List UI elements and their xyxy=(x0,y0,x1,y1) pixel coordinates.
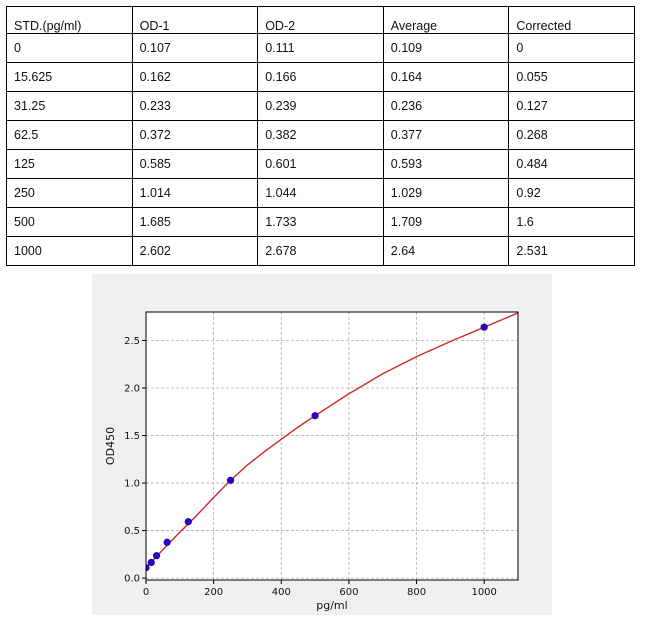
x-axis-label: pg/ml xyxy=(316,599,347,612)
table-cell: 0.233 xyxy=(131,91,259,121)
table-cell: 0.107 xyxy=(131,33,259,63)
table-cell: 31.25 xyxy=(6,91,133,121)
x-tick-label: 400 xyxy=(272,587,291,598)
x-tick-label: 1000 xyxy=(471,587,496,598)
y-axis-label: OD450 xyxy=(104,427,117,465)
x-tick-label: 0 xyxy=(143,587,149,598)
table-cell: 1.029 xyxy=(382,178,510,208)
data-point xyxy=(152,552,161,560)
table-row: 500 1.685 1.733 1.709 1.6 xyxy=(6,207,635,237)
table-cell: 1.044 xyxy=(257,178,384,208)
standard-curve-chart: 0 200 400 600 800 1000 0.0 0.5 1.0 1.5 2.0 2.5 pg/m… xyxy=(92,274,552,615)
standard-table-container: STD.(pg/ml) OD-1 OD-2 Average Corrected … xyxy=(6,6,635,266)
table-cell: 1.685 xyxy=(131,207,259,237)
table-cell: 0.127 xyxy=(508,91,635,121)
table-cell: 2.531 xyxy=(508,236,635,266)
axes-layer: 0 200 400 600 800 1000 0.0 0.5 1.0 1.5 2.0 2.5 xyxy=(124,336,497,598)
table-cell: 15.625 xyxy=(6,62,133,92)
x-tick-label: 600 xyxy=(339,587,358,598)
table-cell: 0.268 xyxy=(508,120,635,150)
data-point xyxy=(184,518,192,526)
header-average: Average xyxy=(382,6,510,34)
table-row: 125 0.585 0.601 0.593 0.484 xyxy=(6,149,635,179)
header-od2: OD-2 xyxy=(257,6,384,34)
points-layer xyxy=(146,323,488,572)
table-cell: 0.593 xyxy=(382,149,510,179)
data-point xyxy=(480,323,488,331)
table-cell: 0.236 xyxy=(382,91,510,121)
table-cell: 0.377 xyxy=(382,120,510,150)
table-cell: 0.92 xyxy=(508,178,635,208)
header-od1: OD-1 xyxy=(131,6,259,34)
table-cell: 125 xyxy=(6,149,133,179)
table-cell: 0.166 xyxy=(257,62,384,92)
table-cell: 0.484 xyxy=(508,149,635,179)
table-row: 15.625 0.162 0.166 0.164 0.055 xyxy=(6,62,635,92)
table-cell: 2.602 xyxy=(131,236,259,266)
table-cell: 0.055 xyxy=(508,62,635,92)
table-cell: 0.372 xyxy=(131,120,259,150)
table-cell: 1000 xyxy=(6,236,133,266)
table-cell: 0.109 xyxy=(382,33,510,63)
header-std: STD.(pg/ml) xyxy=(6,6,133,34)
table-cell: 2.64 xyxy=(382,236,510,266)
table-cell: 0.111 xyxy=(257,33,384,63)
data-point xyxy=(226,476,235,484)
chart-svg: 0 200 400 600 800 1000 0.0 0.5 1.0 1.5 2.0 2.5 pg/m… xyxy=(104,311,519,612)
fit-curve-line xyxy=(146,312,518,569)
plot-area xyxy=(146,312,518,580)
table-cell: 0.601 xyxy=(257,149,384,179)
table-cell: 0.164 xyxy=(382,62,510,92)
table-header-row: STD.(pg/ml) OD-1 OD-2 Average Corrected xyxy=(6,6,635,34)
y-tick-label: 1.0 xyxy=(124,479,140,490)
table-cell: 1.6 xyxy=(508,207,635,237)
data-point xyxy=(147,558,155,567)
table-cell: 1.709 xyxy=(382,207,510,237)
plot-frame xyxy=(145,311,519,581)
table-row: 0 0.107 0.111 0.109 0 xyxy=(6,33,635,63)
x-tick-label: 200 xyxy=(204,587,223,598)
table-row: 1000 2.602 2.678 2.64 2.531 xyxy=(6,236,635,266)
data-point xyxy=(163,538,171,546)
table-row: 250 1.014 1.044 1.029 0.92 xyxy=(6,178,635,208)
table-cell: 62.5 xyxy=(6,120,133,150)
y-tick-label: 0.5 xyxy=(124,526,140,537)
y-tick-label: 1.5 xyxy=(124,431,140,442)
x-tick-label: 800 xyxy=(407,587,426,598)
table-cell: 0 xyxy=(508,33,635,63)
grid-layer xyxy=(145,312,518,580)
table-cell: 1.014 xyxy=(131,178,259,208)
table-cell: 0 xyxy=(6,33,133,63)
header-corrected: Corrected xyxy=(508,6,635,34)
table-cell: 250 xyxy=(6,178,133,208)
data-point xyxy=(311,412,319,420)
standard-table: STD.(pg/ml) OD-1 OD-2 Average Corrected … xyxy=(6,6,635,266)
table-cell: 500 xyxy=(6,207,133,237)
table-cell: 0.162 xyxy=(131,62,259,92)
table-cell: 0.382 xyxy=(257,120,384,150)
y-tick-label: 2.0 xyxy=(124,384,140,395)
table-cell: 0.585 xyxy=(131,149,259,179)
table-cell: 2.678 xyxy=(257,236,384,266)
y-tick-label: 2.5 xyxy=(124,336,140,347)
table-cell: 0.239 xyxy=(257,91,384,121)
table-cell: 1.733 xyxy=(257,207,384,237)
table-row: 31.25 0.233 0.239 0.236 0.127 xyxy=(6,91,635,121)
curve-layer xyxy=(146,312,518,569)
table-row: 62.5 0.372 0.382 0.377 0.268 xyxy=(6,120,635,150)
y-tick-label: 0.0 xyxy=(124,574,140,585)
